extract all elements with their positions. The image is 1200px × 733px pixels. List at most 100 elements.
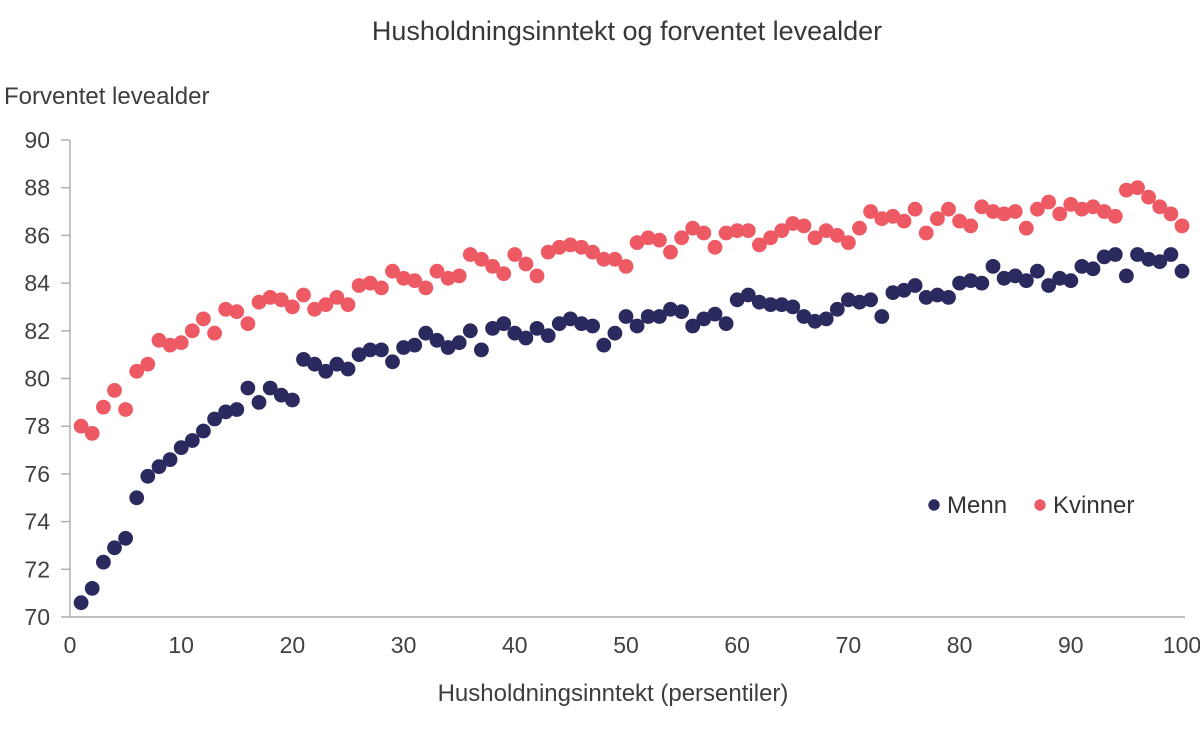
data-point-menn bbox=[574, 316, 589, 331]
x-axis-title: Husholdningsinntekt (persentiler) bbox=[438, 680, 789, 707]
data-point-menn bbox=[551, 316, 567, 331]
data-point-menn bbox=[563, 311, 578, 327]
data-point-menn bbox=[941, 290, 956, 305]
data-point-menn bbox=[763, 297, 778, 312]
data-point-menn bbox=[841, 292, 856, 308]
data-point-kvinner bbox=[841, 235, 856, 251]
data-point-kvinner bbox=[618, 259, 634, 274]
data-point-kvinner bbox=[262, 290, 278, 305]
data-point-menn bbox=[874, 309, 890, 324]
data-point-menn bbox=[1152, 254, 1168, 269]
y-tick-label: 88 bbox=[24, 175, 50, 201]
data-point-menn bbox=[1163, 247, 1179, 262]
data-point-kvinner bbox=[118, 402, 133, 417]
x-tick-label: 30 bbox=[391, 632, 417, 658]
legend: Menn Kvinner bbox=[928, 492, 1134, 519]
data-point-kvinner bbox=[107, 383, 122, 398]
data-point-menn bbox=[652, 309, 667, 324]
data-point-kvinner bbox=[563, 237, 578, 253]
x-tick-label: 80 bbox=[947, 632, 973, 658]
data-point-kvinner bbox=[863, 204, 878, 219]
data-point-menn bbox=[796, 309, 812, 324]
data-point-kvinner bbox=[196, 311, 211, 327]
y-tick-label: 70 bbox=[24, 604, 50, 630]
data-point-menn bbox=[329, 356, 345, 372]
y-axis-title: Forventet levealder bbox=[4, 83, 209, 110]
data-point-kvinner bbox=[474, 251, 489, 267]
data-point-kvinner bbox=[218, 301, 234, 317]
data-point-kvinner bbox=[1130, 180, 1145, 196]
data-point-menn bbox=[696, 311, 712, 327]
data-point-kvinner bbox=[162, 337, 178, 353]
data-point-menn bbox=[963, 273, 979, 289]
data-point-kvinner bbox=[73, 418, 89, 434]
data-point-menn bbox=[207, 411, 223, 427]
data-point-kvinner bbox=[540, 244, 556, 260]
data-point-menn bbox=[340, 361, 356, 377]
data-point-kvinner bbox=[752, 237, 767, 253]
data-point-kvinner bbox=[707, 239, 723, 255]
data-point-kvinner bbox=[874, 211, 890, 227]
data-point-kvinner bbox=[351, 278, 367, 293]
data-point-kvinner bbox=[518, 256, 534, 272]
data-point-menn bbox=[1063, 273, 1079, 289]
data-point-kvinner bbox=[1174, 218, 1190, 234]
data-point-menn bbox=[585, 318, 600, 334]
x-tick-label: 60 bbox=[724, 632, 750, 658]
chart-title: Husholdningsinntekt og forventet leveald… bbox=[372, 16, 882, 46]
data-point-kvinner bbox=[429, 263, 445, 279]
y-tick-label: 78 bbox=[24, 413, 50, 439]
data-point-menn bbox=[885, 285, 901, 300]
data-point-kvinner bbox=[440, 270, 456, 286]
data-point-kvinner bbox=[663, 244, 678, 260]
data-point-kvinner bbox=[985, 204, 1001, 219]
data-point-menn bbox=[707, 306, 723, 322]
data-point-kvinner bbox=[84, 426, 100, 441]
data-point-menn bbox=[451, 335, 467, 351]
data-point-menn bbox=[229, 402, 245, 417]
data-point-menn bbox=[374, 342, 389, 358]
data-point-kvinner bbox=[296, 287, 311, 303]
x-tick-label: 100 bbox=[1163, 632, 1200, 658]
data-point-kvinner bbox=[885, 208, 901, 224]
data-point-menn bbox=[462, 323, 478, 339]
data-point-kvinner bbox=[140, 356, 156, 372]
data-point-menn bbox=[262, 380, 278, 396]
data-point-kvinner bbox=[418, 280, 434, 296]
data-point-menn bbox=[918, 290, 934, 305]
x-tick-label: 20 bbox=[280, 632, 306, 658]
x-tick-label: 90 bbox=[1058, 632, 1084, 658]
data-point-kvinner bbox=[1141, 189, 1156, 205]
data-point-menn bbox=[518, 330, 534, 346]
data-point-kvinner bbox=[952, 213, 967, 229]
data-point-menn bbox=[607, 325, 623, 341]
data-point-kvinner bbox=[918, 225, 934, 241]
data-point-menn bbox=[485, 321, 500, 336]
data-point-menn bbox=[73, 595, 89, 611]
data-point-kvinner bbox=[1163, 206, 1179, 222]
data-point-kvinner bbox=[640, 230, 656, 246]
data-point-kvinner bbox=[896, 213, 912, 229]
data-point-menn bbox=[996, 270, 1012, 286]
data-point-menn bbox=[1030, 263, 1045, 279]
data-point-menn bbox=[985, 259, 1001, 274]
y-tick-label: 76 bbox=[24, 461, 50, 487]
data-point-kvinner bbox=[285, 299, 300, 315]
data-point-kvinner bbox=[685, 220, 701, 236]
data-point-kvinner bbox=[240, 316, 256, 331]
data-point-menn bbox=[151, 459, 167, 475]
data-point-menn bbox=[807, 313, 823, 329]
data-point-menn bbox=[129, 490, 145, 506]
data-point-menn bbox=[1007, 268, 1023, 284]
data-point-kvinner bbox=[507, 247, 523, 262]
data-point-menn bbox=[818, 311, 834, 327]
data-point-kvinner bbox=[1063, 197, 1079, 212]
data-point-menn bbox=[507, 325, 523, 341]
data-point-menn bbox=[118, 530, 133, 546]
data-point-menn bbox=[685, 318, 701, 334]
legend-dot-menn bbox=[928, 499, 940, 511]
legend-label-menn: Menn bbox=[947, 492, 1007, 519]
data-point-menn bbox=[496, 316, 512, 331]
legend-dot-kvinner bbox=[1034, 499, 1046, 511]
